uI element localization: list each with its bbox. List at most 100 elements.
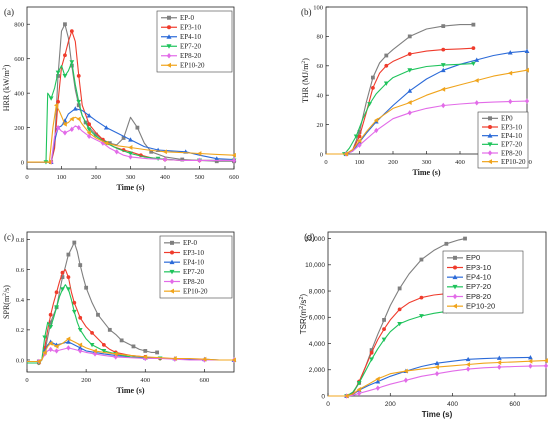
- data-point: [369, 350, 374, 355]
- data-point: [369, 357, 374, 362]
- data-point: [465, 356, 471, 362]
- x-tick-label: 400: [455, 159, 465, 166]
- data-point: [384, 63, 389, 68]
- legend-marker: [169, 259, 175, 265]
- data-point: [524, 98, 530, 104]
- data-point: [440, 63, 446, 68]
- y-tick-label: 60: [317, 63, 324, 70]
- data-point: [128, 154, 133, 160]
- data-point: [86, 127, 92, 132]
- legend-entry: EP0: [501, 115, 513, 123]
- panel-label: (d): [304, 232, 315, 242]
- data-point: [92, 348, 97, 354]
- data-point: [87, 122, 91, 127]
- x-tick-label: 600: [200, 377, 210, 384]
- data-point: [155, 350, 160, 355]
- x-tick-label: 100: [355, 159, 365, 166]
- data-point: [56, 99, 60, 104]
- data-point: [162, 156, 168, 163]
- legend-marker: [453, 255, 457, 260]
- data-point: [180, 157, 185, 162]
- data-point: [524, 48, 530, 53]
- legend-marker: [169, 278, 175, 285]
- data-point: [507, 50, 513, 55]
- legend-marker: [452, 284, 458, 290]
- data-point: [107, 327, 112, 332]
- data-point: [528, 355, 533, 360]
- data-point: [66, 339, 71, 344]
- data-point: [128, 145, 133, 150]
- data-point: [53, 102, 59, 108]
- y-axis-label: HRR (kW/m2): [2, 64, 11, 111]
- data-point: [466, 366, 471, 372]
- y-tick-label: 0.6: [16, 267, 25, 274]
- data-point: [113, 351, 118, 357]
- data-point: [60, 275, 65, 280]
- data-point: [149, 149, 154, 154]
- data-point: [101, 349, 107, 354]
- x-tick-label: 0: [25, 377, 28, 384]
- data-point: [407, 100, 412, 105]
- chart-panel-a: (a) 0 100 200 300 400 500 600 0 200 400 600 800 Time …: [2, 6, 239, 192]
- data-point: [76, 124, 81, 131]
- legend-entry: EP8-20: [501, 149, 523, 157]
- x-axis-label: Time (s): [412, 168, 440, 177]
- data-point: [463, 236, 467, 241]
- legend-entry: EP-0: [183, 239, 198, 247]
- y-tick-label: 0.4: [16, 297, 25, 304]
- data-point: [69, 60, 75, 65]
- legend-entry: EP3-10: [180, 24, 202, 32]
- data-point: [48, 96, 54, 101]
- legend-entry: EP10-20: [183, 288, 208, 296]
- data-point: [76, 99, 82, 105]
- data-point: [197, 157, 202, 164]
- data-point: [54, 305, 59, 310]
- y-tick-label: 80: [317, 34, 324, 41]
- legend-marker: [170, 240, 174, 245]
- data-point: [56, 74, 60, 78]
- legend-marker: [169, 269, 175, 275]
- series-EP8-20: [27, 124, 237, 165]
- data-point: [63, 53, 67, 58]
- data-point: [135, 125, 140, 130]
- data-point: [440, 67, 446, 73]
- series-EP10-20: [328, 358, 548, 399]
- y-tick-label: 200: [14, 125, 24, 132]
- data-point: [197, 151, 202, 156]
- x-axis-label: Time (s): [116, 386, 144, 395]
- data-point: [90, 330, 94, 335]
- data-point: [381, 337, 387, 342]
- y-tick-label: 8,000: [309, 288, 326, 295]
- data-point: [101, 343, 106, 347]
- data-point: [496, 355, 502, 360]
- data-point: [143, 349, 148, 353]
- data-point: [371, 85, 375, 90]
- data-point: [103, 125, 109, 130]
- data-point: [474, 100, 479, 106]
- data-point: [66, 345, 71, 351]
- data-point: [357, 138, 362, 144]
- data-point: [119, 338, 124, 343]
- y-tick-label: 20: [317, 122, 324, 129]
- y-tick-label: 600: [14, 56, 24, 63]
- data-point: [440, 86, 446, 92]
- data-point: [382, 327, 386, 331]
- data-point: [407, 110, 412, 116]
- data-point: [66, 336, 71, 342]
- series-line: [27, 284, 161, 364]
- panel-label: (a): [4, 7, 14, 17]
- legend-entry: EP-0: [180, 14, 195, 22]
- legend-entry: EP4-10: [183, 259, 205, 267]
- legend-box: [159, 235, 233, 299]
- legend-marker: [167, 25, 171, 30]
- legend-entry: EP10-20: [501, 158, 526, 166]
- data-point: [89, 343, 95, 348]
- data-point: [142, 354, 148, 360]
- legend-marker: [166, 34, 172, 39]
- data-point: [357, 130, 362, 134]
- data-point: [419, 257, 424, 262]
- data-point: [375, 385, 380, 391]
